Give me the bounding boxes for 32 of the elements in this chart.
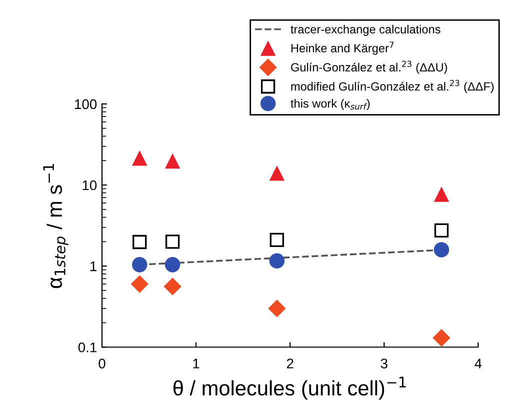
y-axis-title: α$_{1step}$ / m s$^{−1}$ — [43, 164, 68, 288]
x-axis-title: θ / molecules (unit cell)$^{−1}$ — [173, 376, 406, 400]
point — [164, 153, 180, 169]
point — [270, 232, 284, 248]
y-tick-label: 100 — [75, 99, 97, 110]
x-tick-label: 1 — [193, 358, 200, 368]
point — [132, 257, 148, 272]
point — [269, 166, 285, 181]
x-tick-label: 3 — [380, 358, 388, 368]
y-tick-label: 10 — [82, 180, 97, 190]
point — [132, 234, 147, 250]
point — [164, 257, 180, 272]
point — [132, 150, 148, 166]
legend-label: this work (κ$_{surf}$) — [290, 99, 370, 110]
point — [268, 300, 286, 318]
legend-label: Gulín-González et al.$^{23}$ (ΔΔU) — [291, 60, 448, 74]
legend-label: modified Gulín-González et al.$^{23}$ (ΔΔF) — [291, 80, 494, 93]
point — [434, 223, 449, 238]
point — [164, 278, 182, 296]
point — [434, 186, 450, 202]
y-tick-label: 1 — [90, 262, 96, 272]
x-tick-label: 2 — [286, 358, 294, 368]
y-tick-label: 0.1 — [78, 342, 96, 352]
point — [165, 234, 180, 249]
legend-label: Heinke and Kärger$^{7}$ — [291, 42, 394, 55]
point — [432, 329, 450, 347]
point — [434, 242, 450, 258]
x-tick-label: 4 — [474, 358, 482, 368]
point — [269, 253, 285, 268]
point — [130, 275, 148, 293]
x-tick-label: 0 — [98, 358, 106, 368]
legend-label: tracer-exchange calculations — [290, 24, 440, 36]
